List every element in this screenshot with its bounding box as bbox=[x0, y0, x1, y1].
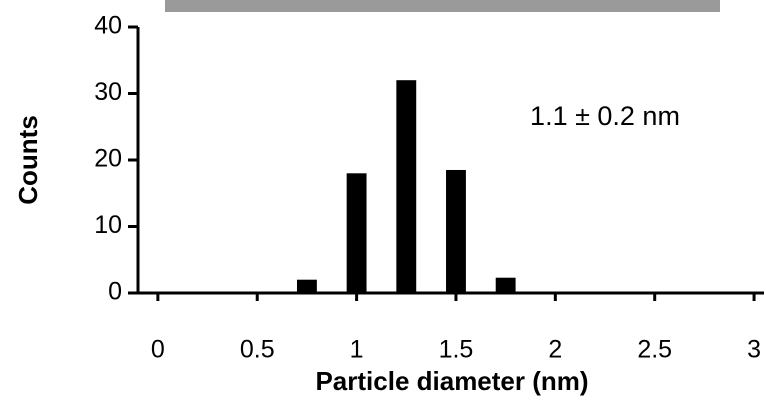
annotation: 1.1 ± 0.2 nm bbox=[530, 101, 680, 131]
y-tick-label: 30 bbox=[94, 78, 122, 106]
y-tick-label: 40 bbox=[94, 12, 122, 40]
y-tick-label: 0 bbox=[108, 278, 122, 306]
x-axis-title: Particle diameter (nm) bbox=[315, 366, 588, 396]
y-tick-label: 10 bbox=[94, 211, 122, 239]
bar bbox=[296, 279, 317, 293]
bar bbox=[446, 169, 466, 293]
x-tick-label: 2 bbox=[548, 336, 562, 364]
bar bbox=[396, 80, 417, 293]
bar bbox=[495, 277, 516, 293]
x-tick-label: 1 bbox=[350, 336, 364, 364]
x-tick-label: 0 bbox=[151, 336, 165, 364]
image-strip bbox=[165, 0, 720, 12]
y-tick-label: 20 bbox=[94, 145, 122, 173]
y-axis-title: Counts bbox=[13, 115, 43, 205]
x-tick-label: 3 bbox=[747, 336, 761, 364]
x-tick-label: 1.5 bbox=[439, 336, 474, 364]
x-tick-label: 2.5 bbox=[637, 336, 672, 364]
x-tick-label: 0.5 bbox=[240, 336, 275, 364]
bar bbox=[346, 173, 367, 293]
